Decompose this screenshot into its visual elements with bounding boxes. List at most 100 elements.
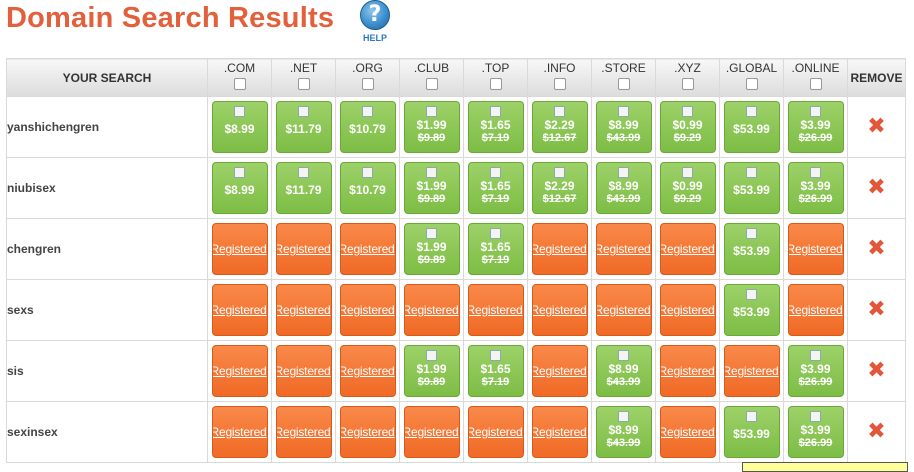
select-domain-checkbox[interactable]: [618, 106, 629, 117]
registered-label[interactable]: Registered: [659, 425, 715, 439]
available-domain-option[interactable]: $53.99: [723, 284, 780, 336]
select-domain-checkbox[interactable]: [554, 106, 565, 117]
available-domain-option[interactable]: $8.99: [211, 101, 268, 153]
registered-domain-link[interactable]: Registered: [275, 284, 332, 336]
select-domain-checkbox[interactable]: [810, 106, 821, 117]
select-domain-checkbox[interactable]: [426, 167, 437, 178]
select-column-checkbox[interactable]: [745, 78, 758, 90]
remove-icon[interactable]: ✖: [867, 419, 886, 444]
select-domain-checkbox[interactable]: [746, 289, 757, 300]
registered-label[interactable]: Registered: [339, 242, 395, 256]
select-domain-checkbox[interactable]: [426, 106, 437, 117]
available-domain-option[interactable]: $53.99: [723, 406, 780, 458]
select-domain-checkbox[interactable]: [746, 167, 757, 178]
registered-label[interactable]: Registered: [531, 242, 587, 256]
registered-label[interactable]: Registered: [659, 364, 715, 378]
select-domain-checkbox[interactable]: [682, 167, 693, 178]
registered-domain-link[interactable]: Registered: [787, 223, 844, 275]
available-domain-option[interactable]: $53.99: [723, 162, 780, 214]
available-domain-option[interactable]: $10.79: [339, 162, 396, 214]
registered-label[interactable]: Registered: [595, 242, 651, 256]
select-column-checkbox[interactable]: [489, 78, 502, 90]
select-column-checkbox[interactable]: [425, 78, 438, 90]
available-domain-option[interactable]: $0.99 $9.29: [659, 101, 716, 153]
select-column-checkbox[interactable]: [361, 78, 374, 90]
registered-domain-link[interactable]: Registered: [467, 284, 524, 336]
select-domain-checkbox[interactable]: [746, 106, 757, 117]
registered-domain-link[interactable]: Registered: [467, 406, 524, 458]
registered-domain-link[interactable]: Registered: [531, 406, 588, 458]
available-domain-option[interactable]: $11.79: [275, 101, 332, 153]
select-domain-checkbox[interactable]: [298, 106, 309, 117]
remove-icon[interactable]: ✖: [867, 114, 886, 139]
select-domain-checkbox[interactable]: [490, 228, 501, 239]
available-domain-option[interactable]: $3.99 $26.99: [787, 101, 844, 153]
registered-domain-link[interactable]: Registered: [659, 345, 716, 397]
registered-label[interactable]: Registered: [275, 364, 331, 378]
select-domain-checkbox[interactable]: [362, 106, 373, 117]
select-domain-checkbox[interactable]: [554, 167, 565, 178]
registered-label[interactable]: Registered: [211, 303, 267, 317]
select-column-checkbox[interactable]: [553, 78, 566, 90]
help-label[interactable]: HELP: [362, 33, 387, 43]
available-domain-option[interactable]: $8.99 $43.99: [595, 345, 652, 397]
registered-domain-link[interactable]: Registered: [339, 284, 396, 336]
registered-domain-link[interactable]: Registered: [275, 345, 332, 397]
registered-domain-link[interactable]: Registered: [339, 345, 396, 397]
registered-domain-link[interactable]: Registered: [531, 223, 588, 275]
select-domain-checkbox[interactable]: [810, 167, 821, 178]
select-domain-checkbox[interactable]: [298, 167, 309, 178]
select-domain-checkbox[interactable]: [618, 167, 629, 178]
registered-label[interactable]: Registered: [339, 364, 395, 378]
registered-label[interactable]: Registered: [659, 242, 715, 256]
select-domain-checkbox[interactable]: [234, 167, 245, 178]
registered-label[interactable]: Registered: [275, 303, 331, 317]
registered-domain-link[interactable]: Registered: [659, 406, 716, 458]
help-icon[interactable]: ?: [360, 0, 390, 30]
remove-icon[interactable]: ✖: [867, 236, 886, 261]
available-domain-option[interactable]: $53.99: [723, 101, 780, 153]
registered-label[interactable]: Registered: [339, 425, 395, 439]
registered-label[interactable]: Registered: [403, 303, 459, 317]
registered-domain-link[interactable]: Registered: [403, 284, 460, 336]
available-domain-option[interactable]: $1.99 $9.89: [403, 345, 460, 397]
registered-domain-link[interactable]: Registered: [339, 223, 396, 275]
registered-label[interactable]: Registered: [787, 242, 843, 256]
registered-label[interactable]: Registered: [531, 364, 587, 378]
registered-label[interactable]: Registered: [787, 303, 843, 317]
select-domain-checkbox[interactable]: [746, 411, 757, 422]
registered-domain-link[interactable]: Registered: [595, 284, 652, 336]
available-domain-option[interactable]: $8.99 $43.99: [595, 101, 652, 153]
registered-label[interactable]: Registered: [531, 425, 587, 439]
available-domain-option[interactable]: $3.99 $26.99: [787, 345, 844, 397]
registered-domain-link[interactable]: Registered: [275, 406, 332, 458]
available-domain-option[interactable]: $0.99 $9.29: [659, 162, 716, 214]
select-domain-checkbox[interactable]: [810, 350, 821, 361]
registered-label[interactable]: Registered: [467, 425, 523, 439]
select-domain-checkbox[interactable]: [234, 106, 245, 117]
select-domain-checkbox[interactable]: [490, 350, 501, 361]
select-column-checkbox[interactable]: [617, 78, 630, 90]
registered-label[interactable]: Registered: [275, 242, 331, 256]
available-domain-option[interactable]: $1.99 $9.89: [403, 162, 460, 214]
registered-domain-link[interactable]: Registered: [211, 284, 268, 336]
available-domain-option[interactable]: $8.99 $43.99: [595, 406, 652, 458]
remove-icon[interactable]: ✖: [867, 358, 886, 383]
available-domain-option[interactable]: $1.65 $7.19: [467, 162, 524, 214]
available-domain-option[interactable]: $10.79: [339, 101, 396, 153]
remove-icon[interactable]: ✖: [867, 175, 886, 200]
available-domain-option[interactable]: $53.99: [723, 223, 780, 275]
registered-label[interactable]: Registered: [659, 303, 715, 317]
registered-label[interactable]: Registered: [723, 364, 779, 378]
remove-icon[interactable]: ✖: [867, 297, 886, 322]
available-domain-option[interactable]: $1.65 $7.19: [467, 345, 524, 397]
registered-domain-link[interactable]: Registered: [723, 345, 780, 397]
select-domain-checkbox[interactable]: [426, 350, 437, 361]
registered-label[interactable]: Registered: [531, 303, 587, 317]
registered-domain-link[interactable]: Registered: [211, 345, 268, 397]
registered-domain-link[interactable]: Registered: [595, 223, 652, 275]
available-domain-option[interactable]: $8.99: [211, 162, 268, 214]
available-domain-option[interactable]: $1.99 $9.89: [403, 101, 460, 153]
registered-domain-link[interactable]: Registered: [659, 284, 716, 336]
available-domain-option[interactable]: $8.99 $43.99: [595, 162, 652, 214]
